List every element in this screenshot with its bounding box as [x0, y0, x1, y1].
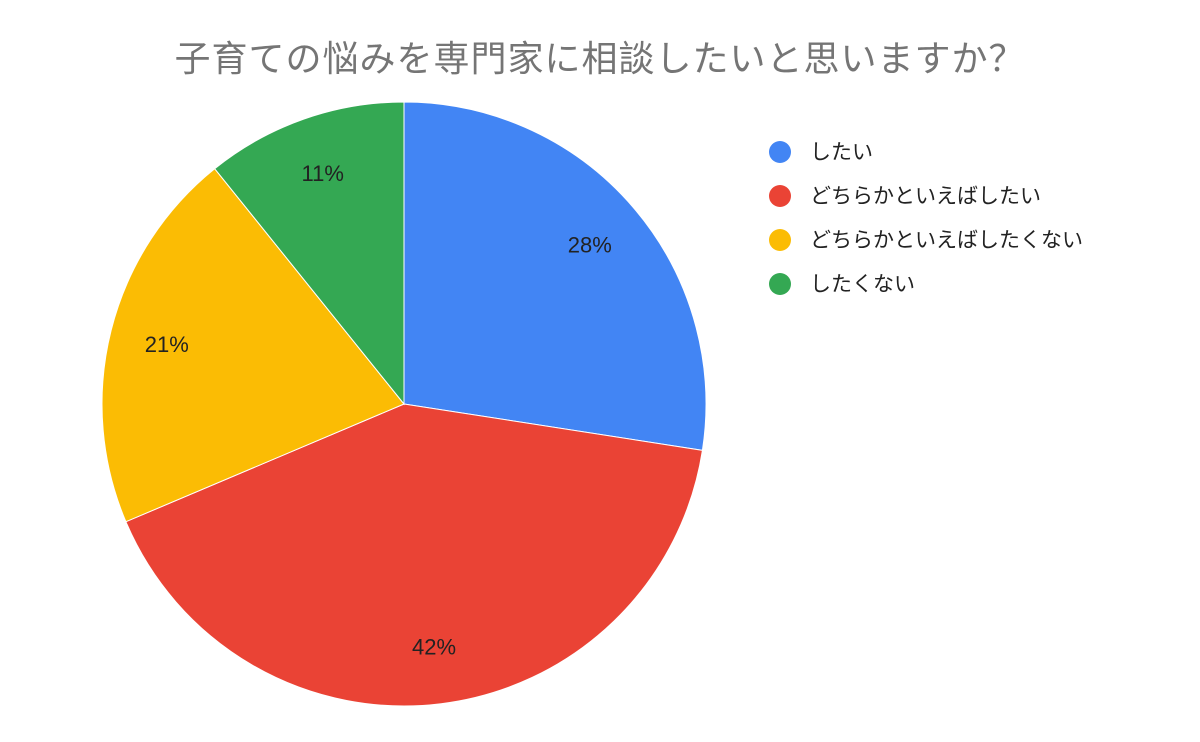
chart-title: 子育ての悩みを専門家に相談したいと思いますか？: [174, 39, 1026, 80]
legend-item: したい: [769, 140, 873, 164]
pie-slice-labels: 28% 42% 21% 11%: [145, 161, 612, 659]
legend-swatch: [769, 185, 791, 207]
legend-item: どちらかといえばしたい: [769, 184, 1041, 208]
pie-slice-4: [213, 101, 405, 406]
pie-slice-3: [101, 168, 405, 523]
legend-swatch: [769, 229, 791, 251]
legend-item: したくない: [769, 272, 915, 296]
pie-slice-label: 28%: [568, 232, 612, 257]
legend-swatch: [769, 273, 791, 295]
pie-slice-1: [403, 101, 707, 451]
legend-label: したい: [810, 140, 873, 164]
legend-swatch: [769, 141, 791, 163]
pie-slice-2: [125, 403, 703, 707]
pie-slice-label: 21%: [145, 332, 189, 357]
legend-label: どちらかといえばしたくない: [810, 228, 1083, 252]
legend-label: どちらかといえばしたい: [810, 184, 1041, 208]
pie-slice-label: 11%: [301, 161, 343, 186]
legend-item: どちらかといえばしたくない: [769, 228, 1083, 252]
pie-slices: [101, 101, 707, 707]
pie-slice-label: 42%: [412, 634, 456, 659]
legend-label: したくない: [810, 272, 915, 296]
